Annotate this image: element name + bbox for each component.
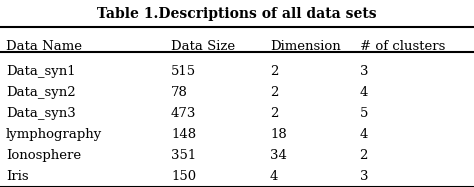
Text: 473: 473 (171, 107, 196, 120)
Text: 150: 150 (171, 170, 196, 183)
Text: # of clusters: # of clusters (359, 40, 445, 53)
Text: 351: 351 (171, 149, 196, 162)
Text: 4: 4 (359, 86, 368, 99)
Text: 2: 2 (359, 149, 368, 162)
Text: 3: 3 (359, 170, 368, 183)
Text: 515: 515 (171, 65, 196, 78)
Text: Data Size: Data Size (171, 40, 235, 53)
Text: 2: 2 (270, 107, 278, 120)
Text: 78: 78 (171, 86, 188, 99)
Text: Table 1.Descriptions of all data sets: Table 1.Descriptions of all data sets (97, 7, 377, 21)
Text: 3: 3 (359, 65, 368, 78)
Text: 18: 18 (270, 128, 287, 141)
Text: Data_syn3: Data_syn3 (6, 107, 76, 120)
Text: 4: 4 (270, 170, 278, 183)
Text: 34: 34 (270, 149, 287, 162)
Text: Dimension: Dimension (270, 40, 341, 53)
Text: Ionosphere: Ionosphere (6, 149, 81, 162)
Text: 5: 5 (359, 107, 368, 120)
Text: Data_syn1: Data_syn1 (6, 65, 76, 78)
Text: Iris: Iris (6, 170, 29, 183)
Text: Data Name: Data Name (6, 40, 82, 53)
Text: 2: 2 (270, 65, 278, 78)
Text: 2: 2 (270, 86, 278, 99)
Text: lymphography: lymphography (6, 128, 102, 141)
Text: 4: 4 (359, 128, 368, 141)
Text: 148: 148 (171, 128, 196, 141)
Text: Data_syn2: Data_syn2 (6, 86, 76, 99)
